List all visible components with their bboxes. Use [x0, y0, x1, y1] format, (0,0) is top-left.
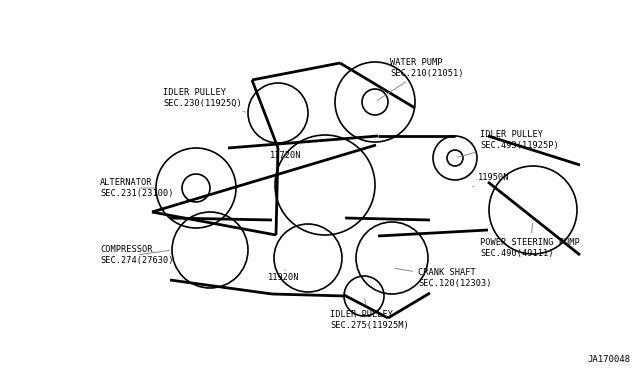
- Text: IDLER PULLEY
SEC.230(11925Q): IDLER PULLEY SEC.230(11925Q): [163, 88, 245, 112]
- Text: 11720N: 11720N: [270, 151, 301, 166]
- Text: ALTERNATOR
SEC.231(23100): ALTERNATOR SEC.231(23100): [100, 178, 173, 198]
- Text: CRANK SHAFT
SEC.120(12303): CRANK SHAFT SEC.120(12303): [395, 268, 492, 288]
- Text: IDLER PULLEY
SEC.275(11925M): IDLER PULLEY SEC.275(11925M): [330, 299, 409, 330]
- Text: 11950N: 11950N: [472, 173, 509, 187]
- Text: 11920N: 11920N: [268, 270, 300, 282]
- Text: IDLER PULLEY
SEC.493(11925P): IDLER PULLEY SEC.493(11925P): [458, 130, 559, 157]
- Text: POWER STEERING PUMP
SEC.490(49111): POWER STEERING PUMP SEC.490(49111): [480, 223, 580, 258]
- Text: COMPRESSOR
SEC.274(27630): COMPRESSOR SEC.274(27630): [100, 245, 173, 265]
- Text: JA170048: JA170048: [587, 355, 630, 364]
- Text: WATER PUMP
SEC.210(21051): WATER PUMP SEC.210(21051): [378, 58, 463, 100]
